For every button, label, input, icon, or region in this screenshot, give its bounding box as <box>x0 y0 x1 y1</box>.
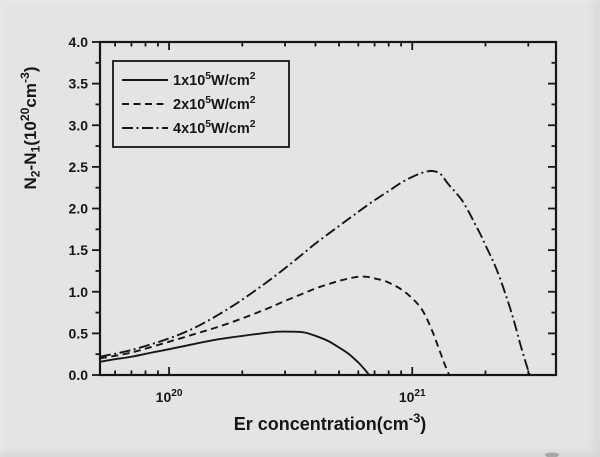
y-tick-label: 3.5 <box>69 76 89 92</box>
y-tick-label: 0.0 <box>69 367 89 383</box>
y-tick-label: 3.0 <box>69 117 89 133</box>
legend-entry-label: 2x105W/cm2 <box>173 95 256 113</box>
scan-artifact <box>545 452 559 457</box>
y-tick-label: 2.0 <box>69 201 89 217</box>
series-curve-2 <box>99 275 451 376</box>
legend-box <box>112 60 290 148</box>
series-curve-3 <box>99 170 531 376</box>
x-tick-label: 1020 <box>156 388 183 405</box>
x-tick-label: 1021 <box>399 388 426 405</box>
y-tick-label: 2.5 <box>69 159 89 175</box>
y-axis-title: N2-N1(1020cm-3) <box>18 66 42 189</box>
y-tick-label: 1.0 <box>69 284 89 300</box>
y-tick-label: 1.5 <box>69 242 89 258</box>
legend-entry-label: 1x105W/cm2 <box>173 71 256 89</box>
y-tick-label: 0.5 <box>69 325 89 341</box>
plot-frame <box>98 40 558 377</box>
legend-entry-label: 4x105W/cm2 <box>173 119 256 137</box>
series-curve-1 <box>99 330 370 376</box>
x-axis-title: Er concentration(cm-3) <box>234 410 427 434</box>
y-tick-label: 4.0 <box>69 34 89 50</box>
